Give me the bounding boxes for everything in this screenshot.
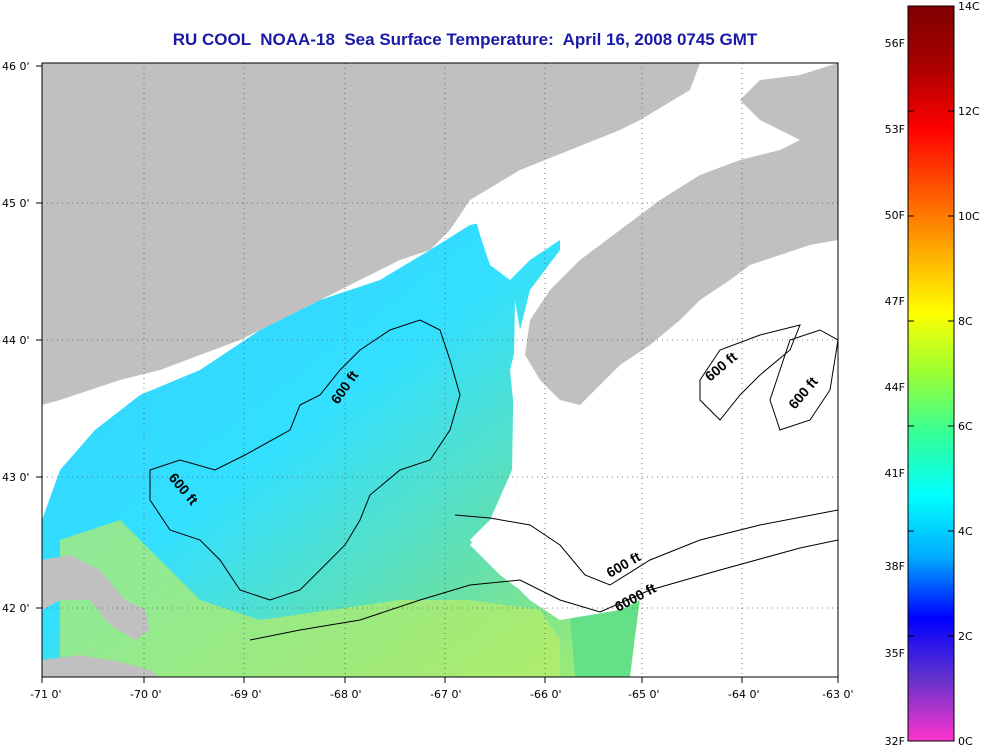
lat-label: 46 0'	[2, 60, 30, 73]
lon-label: -67 0'	[430, 688, 462, 701]
f-label: 38F	[885, 560, 905, 573]
colorbar: 56F 53F 50F 47F 44F 41F 38F 35F 32F 14C …	[885, 0, 980, 748]
lon-label: -63 0'	[822, 688, 854, 701]
cloud-bay-of-fundy	[470, 120, 690, 280]
lon-label: -70 0'	[130, 688, 162, 701]
contour-600ft-ns1	[699, 324, 801, 421]
land-maine-newbrunswick	[42, 63, 700, 405]
c-label: 12C	[958, 105, 980, 118]
f-label: 41F	[885, 467, 905, 480]
georges-bank-patch	[570, 595, 640, 677]
lon-label: -68 0'	[330, 688, 362, 701]
contour-600ft-gulf	[149, 319, 461, 601]
latitude-labels: 46 0' 45 0' 44 0' 43 0' 42 0'	[2, 60, 30, 615]
lat-label: 44 0'	[2, 334, 30, 347]
contour-6000ft	[249, 539, 838, 641]
f-label: 50F	[885, 209, 905, 222]
contour-600ft-ns2	[769, 329, 838, 431]
lon-label: -71 0'	[30, 688, 62, 701]
lon-label: -65 0'	[628, 688, 660, 701]
map-title: RU COOL NOAA-18 Sea Surface Temperature:…	[172, 30, 758, 49]
lon-label: -66 0'	[530, 688, 562, 701]
longitude-labels: -71 0' -70 0' -69 0' -68 0' -67 0' -66 0…	[30, 688, 854, 701]
f-label: 44F	[885, 381, 905, 394]
c-label: 14C	[958, 0, 980, 13]
lat-label: 43 0'	[2, 471, 30, 484]
f-label: 56F	[885, 37, 905, 50]
land-cape-cod	[42, 555, 150, 640]
f-label: 35F	[885, 647, 905, 660]
warm-water-region	[60, 520, 560, 677]
f-label: 32F	[885, 735, 905, 748]
cloud-east	[470, 300, 838, 677]
c-label: 6C	[958, 420, 973, 433]
c-label: 0C	[958, 735, 973, 748]
depth-contours	[149, 319, 838, 641]
map-border	[41, 62, 839, 678]
f-label: 47F	[885, 295, 905, 308]
f-label: 53F	[885, 123, 905, 136]
lat-label: 42 0'	[2, 602, 30, 615]
land-nova-scotia	[525, 63, 838, 405]
c-label: 2C	[958, 630, 973, 643]
lon-label: -69 0'	[230, 688, 262, 701]
colorbar-gradient	[907, 5, 955, 742]
c-label: 10C	[958, 210, 980, 223]
axis-ticks	[36, 65, 839, 683]
c-label: 8C	[958, 315, 973, 328]
contour-600ft-shelf	[454, 509, 838, 586]
lat-label: 45 0'	[2, 197, 30, 210]
c-label: 4C	[958, 525, 973, 538]
land-south-shore	[42, 655, 160, 677]
lon-label: -64 0'	[728, 688, 760, 701]
